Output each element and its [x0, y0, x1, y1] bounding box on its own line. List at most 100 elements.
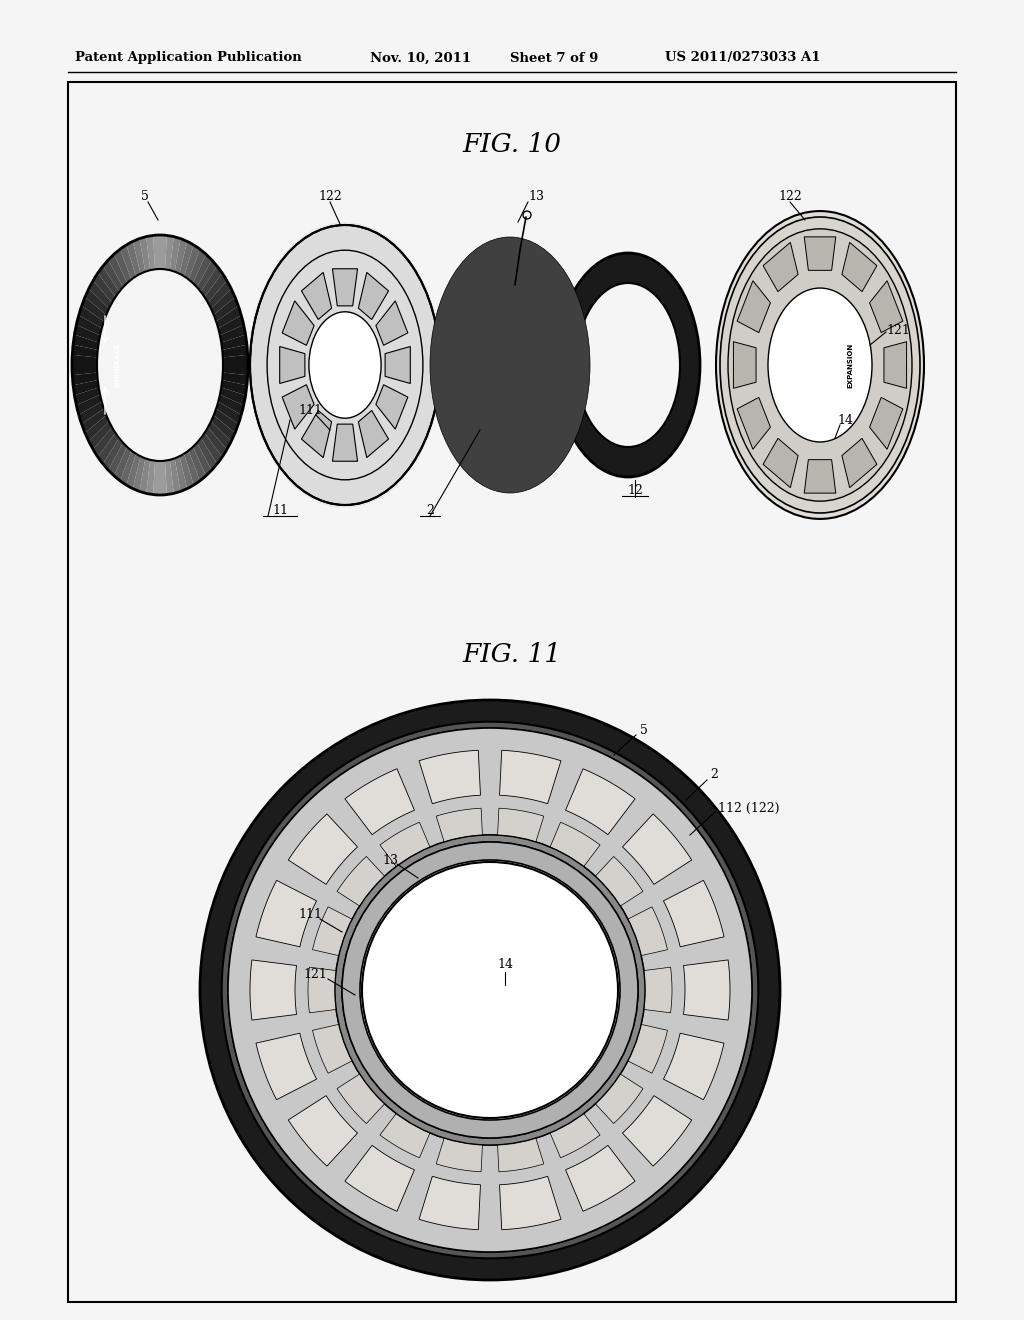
Polygon shape: [97, 433, 119, 463]
Polygon shape: [869, 281, 903, 333]
Polygon shape: [114, 249, 131, 284]
Text: 12: 12: [627, 483, 643, 496]
Ellipse shape: [768, 288, 872, 442]
Polygon shape: [221, 380, 247, 396]
Polygon shape: [380, 822, 430, 866]
Polygon shape: [436, 1138, 482, 1172]
Polygon shape: [160, 461, 167, 495]
Polygon shape: [250, 960, 297, 1020]
Polygon shape: [498, 1138, 544, 1172]
Polygon shape: [77, 395, 101, 414]
Polygon shape: [436, 808, 482, 842]
Polygon shape: [193, 442, 212, 475]
Polygon shape: [308, 968, 336, 1012]
Polygon shape: [218, 315, 244, 335]
Polygon shape: [133, 457, 145, 491]
Polygon shape: [214, 409, 239, 433]
Bar: [68, 82, 956, 1302]
Polygon shape: [218, 395, 244, 414]
Polygon shape: [333, 424, 357, 461]
Polygon shape: [72, 366, 97, 375]
Polygon shape: [79, 306, 103, 329]
Polygon shape: [184, 450, 200, 486]
Polygon shape: [89, 421, 112, 449]
Polygon shape: [184, 246, 200, 280]
Polygon shape: [73, 345, 97, 358]
Polygon shape: [301, 272, 332, 319]
Polygon shape: [333, 269, 357, 306]
Polygon shape: [763, 438, 798, 487]
Polygon shape: [214, 297, 239, 321]
Polygon shape: [73, 335, 98, 350]
Polygon shape: [120, 450, 136, 486]
Polygon shape: [109, 255, 127, 288]
Text: Sheet 7 of 9: Sheet 7 of 9: [510, 51, 598, 65]
Ellipse shape: [443, 259, 578, 471]
Polygon shape: [256, 1034, 316, 1100]
Polygon shape: [869, 397, 903, 449]
Text: FIG. 11: FIG. 11: [463, 643, 561, 668]
Polygon shape: [342, 842, 638, 1138]
Polygon shape: [75, 325, 100, 343]
Polygon shape: [126, 454, 140, 488]
Polygon shape: [498, 808, 544, 842]
Text: US 2011/0273033 A1: US 2011/0273033 A1: [665, 51, 820, 65]
Polygon shape: [73, 380, 98, 396]
Polygon shape: [804, 459, 836, 494]
Polygon shape: [165, 235, 174, 271]
Polygon shape: [223, 355, 248, 366]
Polygon shape: [89, 281, 112, 309]
Text: 121: 121: [303, 969, 327, 982]
Polygon shape: [220, 387, 246, 405]
Polygon shape: [500, 1176, 561, 1230]
Polygon shape: [664, 1034, 724, 1100]
Polygon shape: [623, 814, 692, 884]
Ellipse shape: [728, 228, 912, 502]
Polygon shape: [139, 236, 151, 272]
Polygon shape: [664, 880, 724, 946]
Polygon shape: [133, 239, 145, 273]
Polygon shape: [97, 267, 119, 297]
Polygon shape: [623, 1096, 692, 1166]
Polygon shape: [222, 722, 758, 1258]
Polygon shape: [93, 428, 116, 457]
Ellipse shape: [469, 302, 551, 428]
Polygon shape: [500, 750, 561, 804]
Polygon shape: [208, 281, 231, 309]
Text: 111: 111: [298, 908, 322, 921]
Polygon shape: [85, 289, 109, 315]
Text: 121: 121: [886, 323, 910, 337]
Polygon shape: [154, 235, 160, 269]
Polygon shape: [842, 438, 877, 487]
Polygon shape: [358, 272, 388, 319]
Polygon shape: [205, 428, 227, 457]
Ellipse shape: [436, 248, 584, 482]
Ellipse shape: [456, 281, 564, 449]
Text: 122: 122: [778, 190, 802, 203]
Text: 111: 111: [298, 404, 322, 417]
Polygon shape: [170, 458, 180, 494]
Ellipse shape: [720, 216, 920, 513]
Polygon shape: [201, 433, 222, 463]
Polygon shape: [763, 243, 798, 292]
Ellipse shape: [481, 325, 539, 405]
Polygon shape: [283, 301, 314, 346]
Ellipse shape: [462, 292, 558, 438]
Ellipse shape: [450, 269, 570, 461]
Polygon shape: [222, 345, 248, 358]
Polygon shape: [146, 459, 155, 495]
Polygon shape: [804, 236, 836, 271]
Text: 14: 14: [837, 413, 853, 426]
Polygon shape: [175, 239, 187, 273]
Polygon shape: [201, 267, 222, 297]
Ellipse shape: [362, 862, 618, 1118]
Polygon shape: [179, 454, 194, 488]
Polygon shape: [256, 880, 316, 946]
Polygon shape: [312, 1024, 352, 1073]
Polygon shape: [197, 260, 217, 292]
Polygon shape: [550, 1114, 600, 1158]
Polygon shape: [93, 273, 116, 302]
Polygon shape: [200, 700, 780, 1280]
Text: FIG. 10: FIG. 10: [463, 132, 561, 157]
Text: 112 (122): 112 (122): [718, 801, 779, 814]
